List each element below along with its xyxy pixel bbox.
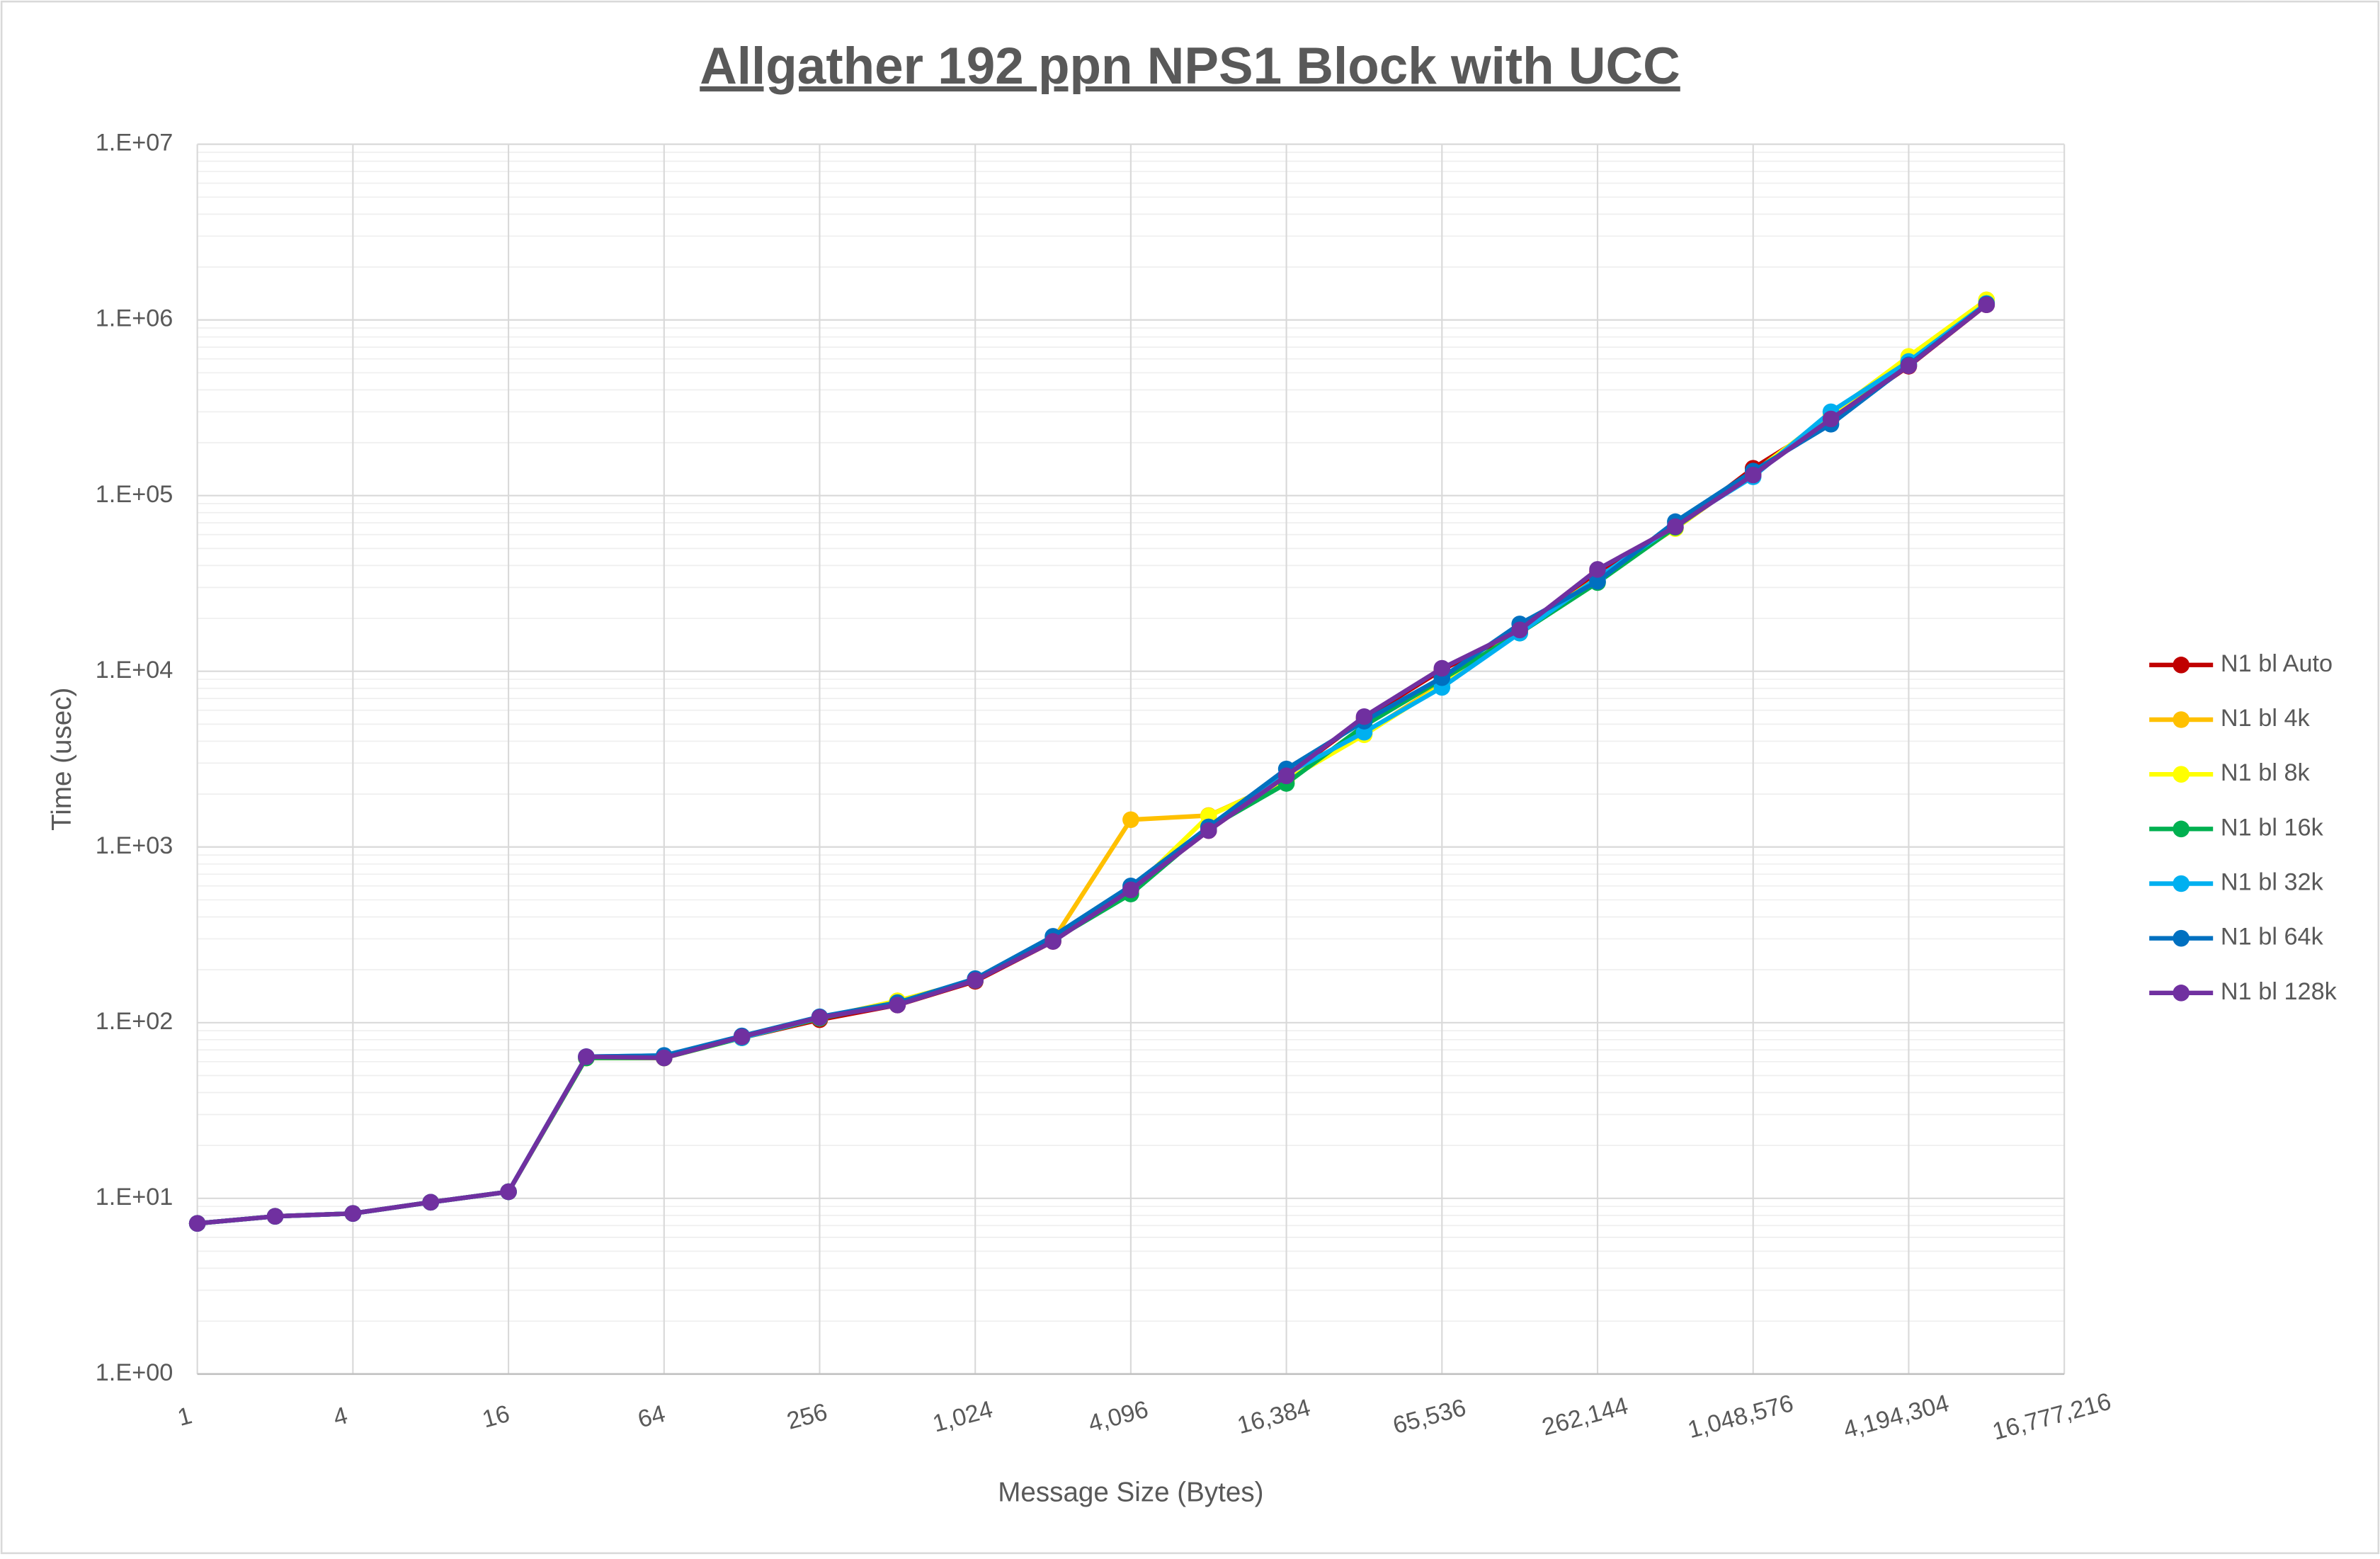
data-point <box>1589 561 1606 578</box>
data-point <box>1978 296 1995 314</box>
data-point <box>1511 621 1528 639</box>
y-axis-label: Time (usec) <box>47 688 77 831</box>
data-point <box>344 1205 362 1222</box>
legend-marker <box>2173 929 2190 947</box>
data-point <box>1355 708 1373 725</box>
data-point <box>811 1009 829 1026</box>
legend: N1 bl Auto N1 bl 4k N1 bl 8k N1 bl 16k N1 bl… <box>2149 650 2338 1005</box>
legend-marker <box>2173 657 2190 674</box>
data-point <box>1822 410 1840 428</box>
legend-label: N1 bl 16k <box>2221 814 2324 841</box>
legend-label: N1 bl 64k <box>2221 924 2324 951</box>
legend-marker <box>2173 985 2190 1002</box>
data-point <box>1044 933 1061 950</box>
y-tick-label: 1.E+05 <box>96 481 173 508</box>
data-point <box>1667 518 1684 535</box>
y-tick-label: 1.E+01 <box>96 1184 173 1211</box>
legend-label: N1 bl 8k <box>2221 759 2311 786</box>
data-point <box>733 1028 751 1045</box>
data-point <box>1433 659 1451 677</box>
y-tick-label: 1.E+02 <box>96 1008 173 1035</box>
data-point <box>655 1049 673 1067</box>
data-point <box>1744 466 1762 484</box>
legend-label: N1 bl 32k <box>2221 869 2324 896</box>
data-point <box>422 1194 440 1211</box>
data-point <box>967 972 984 989</box>
legend-label: N1 bl 128k <box>2221 978 2338 1005</box>
data-point <box>1122 881 1139 899</box>
series <box>188 296 1995 1232</box>
legend-marker <box>2173 875 2190 892</box>
data-point <box>1277 767 1295 785</box>
legend-marker <box>2173 766 2190 783</box>
x-tick-label: 16 <box>479 1400 513 1434</box>
data-point <box>1589 572 1606 590</box>
data-point <box>1122 811 1139 829</box>
series-line <box>197 302 1988 1226</box>
legend-label: N1 bl 4k <box>2221 705 2311 732</box>
legend-marker <box>2173 711 2190 728</box>
y-tick-label: 1.E+07 <box>96 130 173 157</box>
data-point <box>266 1208 284 1225</box>
data-point <box>1200 822 1217 839</box>
x-axis-label: Message Size (Bytes) <box>998 1477 1263 1507</box>
data-point <box>188 1215 206 1232</box>
legend-marker <box>2173 820 2190 838</box>
chart-title: Allgather 192 ppn NPS1 Block with UCC <box>700 38 1680 95</box>
legend-label: N1 bl Auto <box>2221 650 2333 677</box>
y-tick-label: 1.E+04 <box>96 657 173 684</box>
y-tick-label: 1.E+00 <box>96 1359 173 1386</box>
y-tick-label: 1.E+06 <box>96 305 173 332</box>
y-tick-label: 1.E+03 <box>96 832 173 859</box>
x-tick-label: 64 <box>635 1400 668 1434</box>
data-point <box>578 1048 595 1065</box>
data-point <box>500 1183 517 1201</box>
grid <box>196 143 2066 1375</box>
data-point <box>889 997 906 1014</box>
data-point <box>1900 357 1918 375</box>
